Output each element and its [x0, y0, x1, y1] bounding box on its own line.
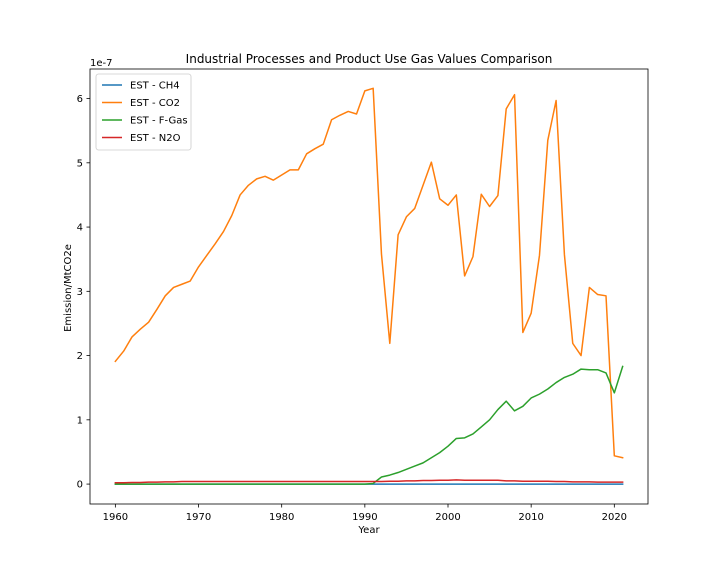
x-axis-label: Year — [357, 525, 380, 536]
y-tick-label: 1 — [77, 415, 83, 426]
series-line-est-co2 — [114, 87, 624, 459]
x-tick-label: 1960 — [103, 512, 128, 523]
y-tick-label: 4 — [77, 223, 83, 234]
y-axis-ticks: 0 1 2 3 4 5 6 — [77, 94, 90, 491]
x-axis-ticks: 1960 1970 1980 1990 2000 2010 2020 — [103, 504, 627, 523]
x-tick-label: 2010 — [518, 512, 543, 523]
legend-label: EST - N2O — [130, 133, 181, 144]
series-line-est-n2o — [114, 479, 624, 484]
y-tick-label: 5 — [77, 158, 83, 169]
axes-frame — [89, 68, 649, 505]
series-line-est-f-gas — [114, 365, 624, 485]
y-tick-label: 0 — [77, 480, 83, 491]
y-axis-offset-label: 1e-7 — [90, 58, 113, 69]
axes-spines — [89, 68, 649, 505]
legend: EST - CH4 EST - CO2 EST - F-Gas EST - N2O — [95, 73, 192, 151]
legend-label: EST - CH4 — [130, 81, 180, 92]
y-tick-label: 2 — [77, 351, 83, 362]
x-tick-label: 2000 — [435, 512, 460, 523]
x-tick-label: 1980 — [269, 512, 294, 523]
x-tick-label: 2020 — [602, 512, 627, 523]
x-tick-label: 1970 — [186, 512, 211, 523]
y-tick-label: 6 — [77, 94, 83, 105]
legend-label: EST - CO2 — [130, 98, 180, 109]
legend-label: EST - F-Gas — [130, 116, 188, 127]
series-lines — [114, 87, 624, 485]
chart-title: Industrial Processes and Product Use Gas… — [186, 52, 553, 66]
x-tick-label: 1990 — [352, 512, 377, 523]
legend-box — [95, 73, 192, 151]
y-axis-label: Emission/MtCO2e — [63, 244, 74, 332]
y-tick-label: 3 — [77, 287, 83, 298]
